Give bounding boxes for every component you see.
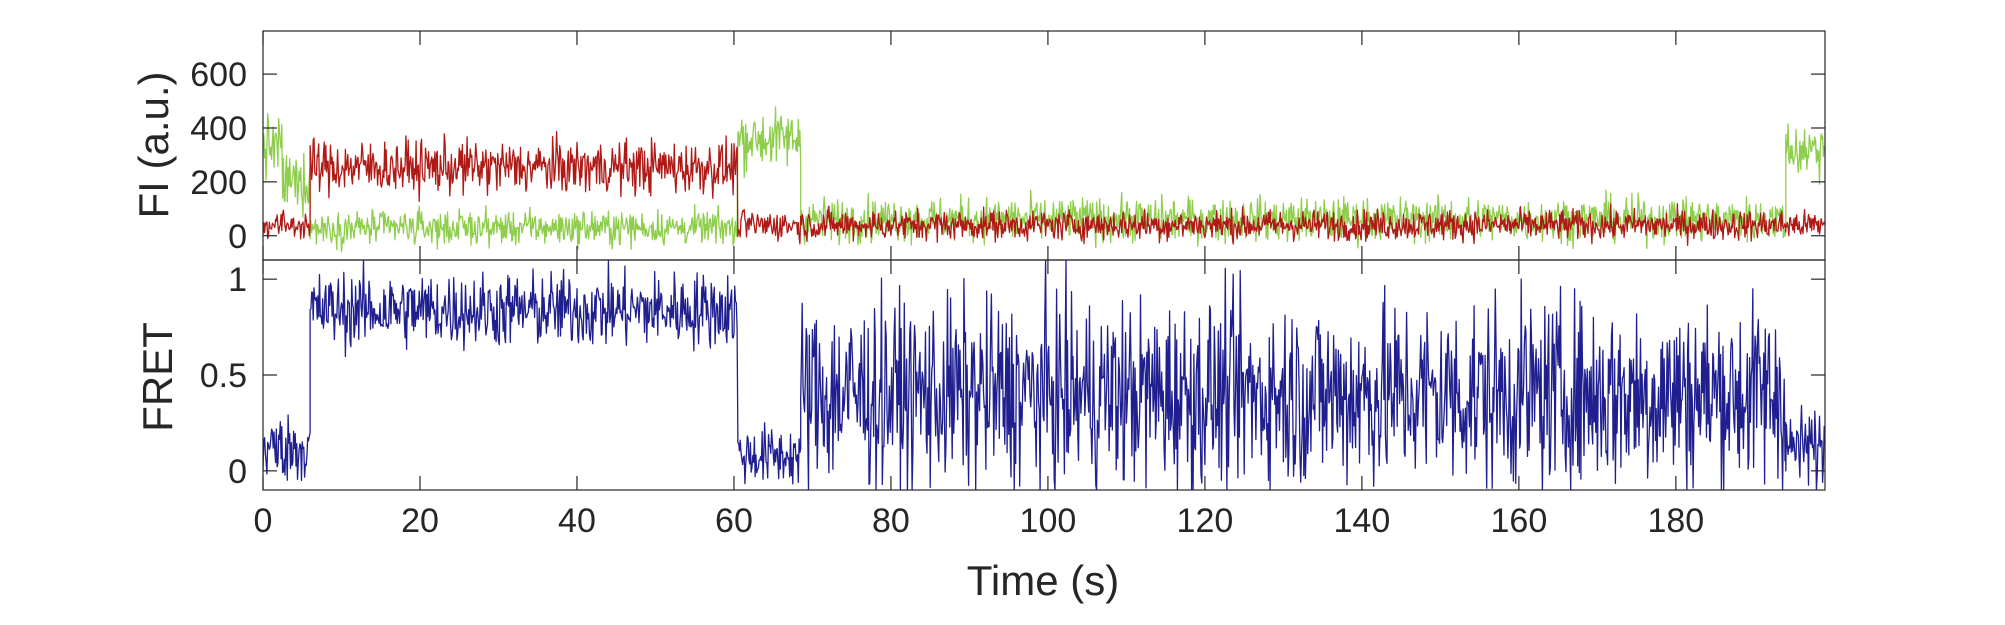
fret-series-0-line	[263, 260, 1825, 490]
time-xtick-label: 160	[1491, 502, 1548, 540]
intensity-ylabel: FI (a.u.)	[130, 71, 177, 218]
intensity-ytick-label: 200	[190, 164, 247, 202]
fret-ylabel: FRET	[134, 322, 181, 432]
intensity-series-1-line	[263, 131, 1825, 246]
time-xtick-label: 120	[1177, 502, 1234, 540]
intensity-traces	[263, 106, 1825, 253]
intensity-panel: 0 200 400 600 FI (a.u.)	[130, 30, 1826, 261]
fret-ytick-label: 1	[228, 261, 247, 299]
time-xtick-label: 80	[872, 502, 910, 540]
time-xtick-label: 100	[1020, 502, 1077, 540]
time-xtick-label: 180	[1647, 502, 1704, 540]
fret-trace	[263, 260, 1825, 490]
time-xtick-label: 20	[401, 502, 439, 540]
fret-ytick-label: 0	[228, 453, 247, 491]
intensity-ytick-label: 400	[190, 110, 247, 148]
intensity-series-0-line	[263, 106, 1825, 253]
intensity-ytick-label: 600	[190, 56, 247, 94]
time-xtick-label: 40	[558, 502, 596, 540]
fret-ticks: 0 0.5 1 0 20 40 60 80 100 120 140 160 180	[200, 260, 1825, 540]
time-xlabel: Time (s)	[967, 557, 1119, 604]
intensity-ytick-label: 0	[228, 218, 247, 256]
fret-ytick-label: 0.5	[200, 357, 247, 395]
fret-panel: 0 0.5 1 0 20 40 60 80 100 120 140 160 180 FRET Time …	[134, 259, 1826, 604]
time-xtick-label: 0	[254, 502, 273, 540]
time-xtick-label: 140	[1334, 502, 1391, 540]
intensity-ticks: 0 200 400 600	[190, 31, 1825, 260]
time-xtick-label: 60	[715, 502, 753, 540]
